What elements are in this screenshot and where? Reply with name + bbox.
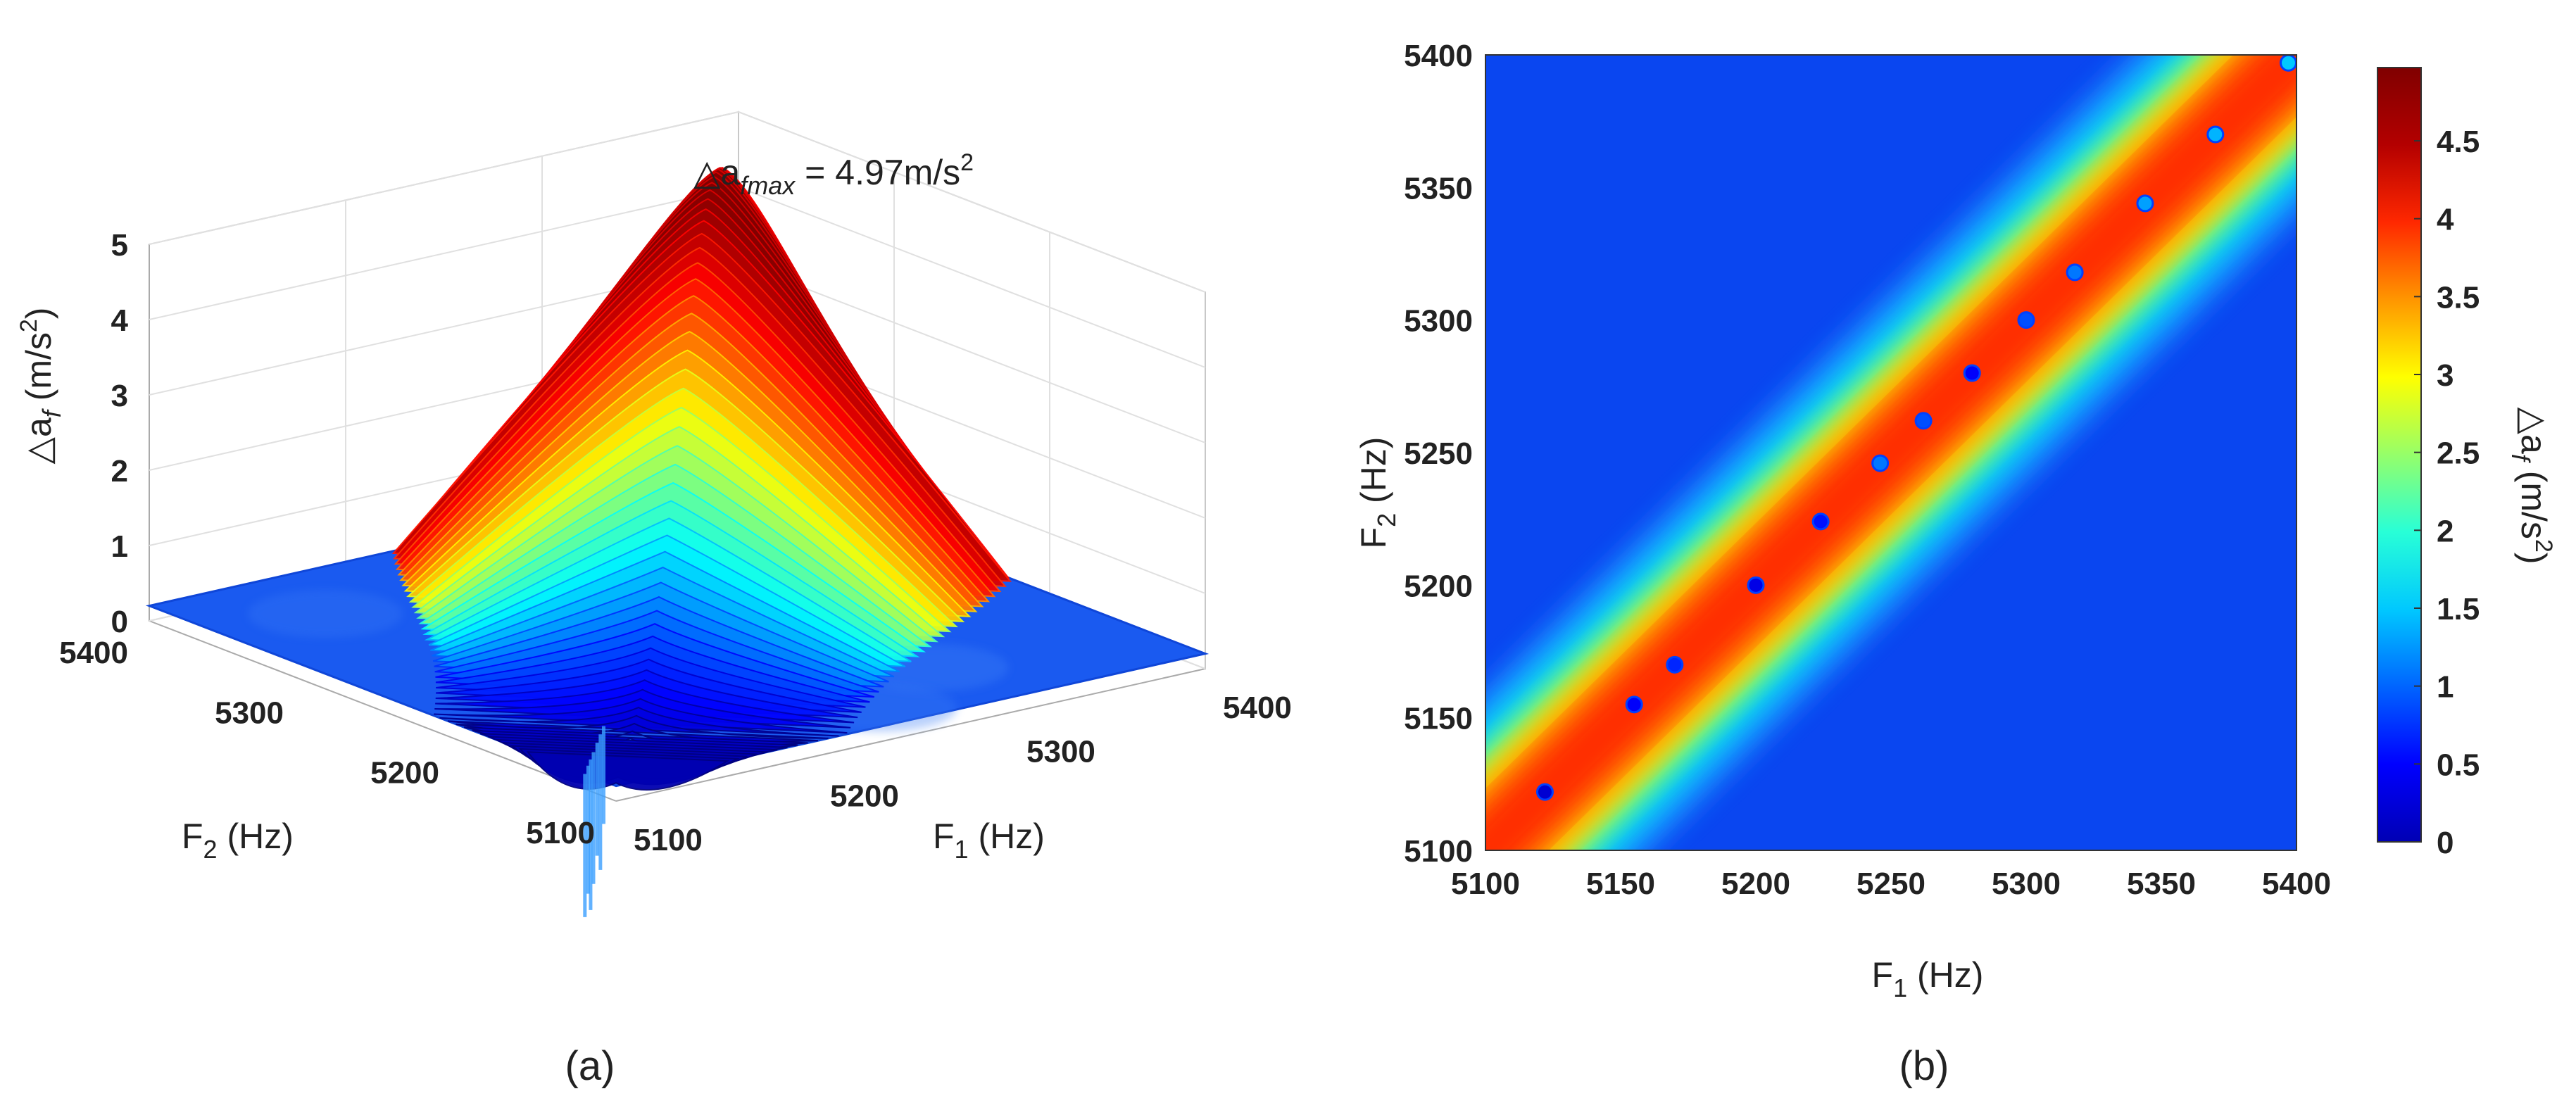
f1-tick-label: 5100 (1451, 867, 1520, 901)
heatmap-ridge-band (1485, 55, 2297, 850)
z-tick-label: 1 (111, 529, 128, 564)
z-tick-labels: 0 1 2 3 4 5 (111, 228, 129, 639)
f2-tick-label: 5300 (1404, 304, 1473, 339)
f2-axis-label: F2 (Hz) (1354, 437, 1401, 549)
f2-tick-label: 5400 (59, 636, 128, 670)
f2-tick-label: 5400 (1404, 39, 1473, 73)
colorbar-tick-label: 0 (2437, 826, 2454, 860)
ridge-point (2279, 55, 2297, 72)
f1-axis-line (615, 668, 1206, 802)
f1-tick-label: 5300 (1026, 735, 1095, 769)
f2-tick-label: 5150 (1404, 702, 1473, 736)
ridge-point (1811, 512, 1830, 531)
f1-tick-label: 5150 (1586, 867, 1655, 901)
f1-tick-labels: 5100 5150 5200 5250 5300 5350 5400 (1451, 867, 2331, 901)
f2-axis-line (149, 620, 617, 802)
panel-a-surface-plot: 0 1 2 3 4 5 5100 5200 5300 5400 5100 5200 5300 5400… (15, 111, 1292, 1089)
z-axis-label: △af (m/s2) (15, 308, 66, 465)
ridge-point (2206, 125, 2225, 144)
f1-tick-label: 5100 (634, 823, 703, 857)
f1-tick-label: 5350 (2127, 867, 2196, 901)
caption-a: (a) (565, 1043, 615, 1089)
colorbar-label: △af (m/s2) (2506, 408, 2557, 565)
colorbar (2377, 67, 2422, 843)
colorbar-tick-label: 3.5 (2437, 280, 2480, 315)
colorbar-tick-label: 1 (2437, 670, 2454, 705)
colorbar-tick-label: 4 (2437, 203, 2454, 237)
z-tick-label: 0 (111, 605, 128, 639)
caption-b: (b) (1899, 1043, 1949, 1089)
f2-tick-label: 5250 (1404, 436, 1473, 471)
colorbar-tick-label: 0.5 (2437, 748, 2480, 782)
heatmap-frame (1485, 54, 2297, 851)
ridge-point (1871, 454, 1890, 472)
f2-tick-label: 5200 (1404, 569, 1473, 603)
z-tick-label: 5 (111, 228, 128, 263)
f1-tick-labels: 5100 5200 5300 5400 (634, 691, 1292, 857)
z-tick-label: 4 (111, 303, 129, 338)
ridge-point (1747, 576, 1765, 594)
surface-ridge-slice (526, 751, 730, 791)
f2-tick-label: 5100 (526, 816, 595, 850)
ridge-point (1914, 412, 1933, 430)
f1-tick-label: 5250 (1856, 867, 1925, 901)
surface-mesh (145, 166, 1210, 917)
colorbar-tick-label: 2.5 (2437, 436, 2480, 471)
f2-tick-labels: 5100 5200 5300 5400 (59, 636, 595, 850)
panel-b-heatmap: 5100 5150 5200 5250 5300 5350 5400 5100 5150 520… (1354, 39, 2557, 1089)
f2-tick-label: 5200 (370, 756, 439, 790)
f1-tick-label: 5200 (830, 779, 899, 813)
ridge-point (1666, 655, 1684, 674)
colorbar-tick-label: 2 (2437, 514, 2454, 548)
ridge-point (2136, 194, 2154, 213)
f1-tick-label: 5200 (1721, 867, 1790, 901)
ridge-point (2017, 311, 2035, 329)
ridge-point (1535, 783, 1554, 801)
peak-annotation: △afmax = 4.97m/s2 (693, 149, 974, 200)
f2-tick-label: 5300 (215, 695, 284, 730)
f1-tick-label: 5300 (1992, 867, 2061, 901)
f1-tick-label: 5400 (2262, 867, 2331, 901)
ridge-point (1963, 364, 1981, 382)
colorbar-tick-labels: 0 0.5 1 1.5 2 2.5 3 3.5 4 4.5 (2414, 125, 2480, 860)
z-tick-label: 2 (111, 454, 128, 489)
f2-tick-labels: 5100 5150 5200 5250 5300 5350 5400 (1404, 39, 1473, 869)
ridge-point (2066, 263, 2084, 282)
f2-tick-label: 5350 (1404, 171, 1473, 206)
f2-tick-label: 5100 (1404, 834, 1473, 869)
z-tick-label: 3 (111, 379, 128, 413)
f1-axis-label: F1 (Hz) (933, 817, 1045, 864)
f1-axis-label: F1 (Hz) (1872, 955, 1984, 1002)
f1-tick-label: 5400 (1223, 691, 1292, 725)
colorbar-tick-label: 1.5 (2437, 592, 2480, 626)
ridge-point (1625, 695, 1643, 714)
ridge-points (1535, 55, 2297, 801)
f2-axis-label: F2 (Hz) (182, 817, 294, 864)
colorbar-tick-label: 3 (2437, 358, 2454, 393)
colorbar-tick-label: 4.5 (2437, 125, 2480, 159)
surface-texture (248, 589, 403, 638)
